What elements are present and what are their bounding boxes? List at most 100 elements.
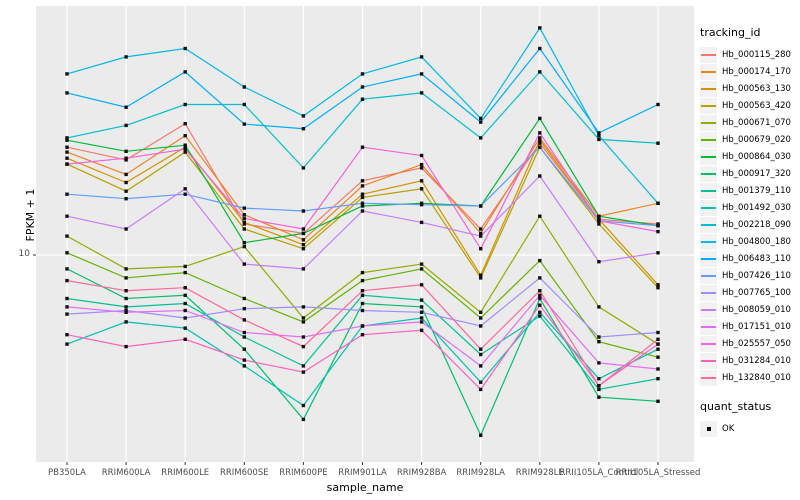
data-point-marker <box>479 433 483 437</box>
legend-key-line-icon <box>701 257 716 260</box>
legend-item-label: Hb_132840_010 <box>722 372 791 383</box>
legend-title: quant_status <box>700 400 772 413</box>
data-point-marker <box>183 316 187 320</box>
legend-item: Hb_000563_130 <box>700 80 800 97</box>
data-point-marker <box>597 219 601 223</box>
x-tick-label-RRIM600SE: RRIM600SE <box>219 468 269 478</box>
legend-quant-status: quant_status OK <box>700 400 800 437</box>
data-point-marker <box>124 296 128 301</box>
data-point-marker <box>124 105 128 109</box>
data-point-marker <box>479 316 483 320</box>
data-point-marker <box>124 289 128 293</box>
data-point-marker <box>360 289 365 293</box>
legend-key <box>700 199 717 216</box>
legend-key <box>700 318 717 335</box>
data-point-marker <box>183 308 187 313</box>
legend-item-label: Hb_000671_070 <box>722 117 791 128</box>
data-point-marker <box>597 222 601 226</box>
data-point-marker <box>360 195 365 200</box>
legend-key <box>700 250 717 267</box>
data-point-marker <box>301 127 306 131</box>
x-tick-label-RRIM600PE: RRIM600PE <box>279 468 328 478</box>
data-point-marker <box>656 367 660 371</box>
data-point-marker <box>301 166 306 170</box>
data-point-marker <box>242 318 246 322</box>
data-point-marker <box>538 136 542 140</box>
data-point-marker <box>360 97 365 101</box>
legend-key-line-icon <box>701 172 716 175</box>
legend-title: tracking_id <box>700 26 761 39</box>
data-point-marker <box>183 192 187 196</box>
x-tick-label-RRIM928BA: RRIM928BA <box>396 468 447 478</box>
data-point-marker <box>597 137 601 142</box>
legend-key-line-icon <box>701 87 716 90</box>
data-point-marker <box>65 162 69 166</box>
data-point-marker <box>360 179 365 183</box>
legend-item-label: OK <box>722 423 735 434</box>
legend-item-label: Hb_004800_180 <box>722 236 791 247</box>
data-point-marker <box>301 238 306 242</box>
legend-item: Hb_007426_110 <box>700 267 800 284</box>
data-point-marker <box>656 377 660 381</box>
legend-key-line-icon <box>701 223 716 226</box>
data-point-marker <box>419 203 424 207</box>
data-point-marker <box>65 138 69 142</box>
legend-key-line-icon <box>701 189 716 192</box>
legend-key-line-icon <box>701 325 716 328</box>
data-point-marker <box>656 342 660 346</box>
legend-key-line-icon <box>701 376 716 379</box>
data-point-marker <box>242 307 246 311</box>
legend-key-line-icon <box>701 53 716 56</box>
data-point-marker <box>242 330 246 335</box>
data-point-marker <box>656 330 660 335</box>
data-point-marker <box>301 231 306 236</box>
data-point-marker <box>538 310 542 314</box>
data-point-marker <box>301 227 306 231</box>
data-point-marker <box>242 241 246 245</box>
legend-key <box>700 335 717 352</box>
data-point-marker <box>124 320 128 324</box>
data-point-marker <box>656 355 660 359</box>
data-point-marker <box>65 156 69 160</box>
data-point-marker <box>360 145 365 149</box>
data-point-marker <box>419 283 424 287</box>
data-point-marker <box>656 224 660 228</box>
legend-item: Hb_000174_170 <box>700 63 800 80</box>
x-tick-label-RRIM600LE: RRIM600LE <box>161 468 210 478</box>
data-point-marker <box>65 192 69 196</box>
data-point-marker <box>242 206 246 210</box>
data-point-marker <box>183 326 187 330</box>
data-point-marker <box>301 316 306 320</box>
data-point-marker <box>183 122 187 126</box>
data-point-marker <box>419 320 424 324</box>
data-point-marker <box>597 214 601 218</box>
data-point-marker <box>597 361 601 365</box>
data-point-marker <box>242 216 246 221</box>
data-point-marker <box>360 201 365 205</box>
data-point-marker <box>183 270 187 275</box>
legend-item: Hb_002218_090 <box>700 216 800 233</box>
data-point-marker <box>183 187 187 191</box>
data-point-marker <box>124 227 128 231</box>
data-point-marker <box>419 91 424 95</box>
data-point-marker <box>419 328 424 332</box>
data-point-marker <box>656 201 660 205</box>
data-point-marker <box>183 150 187 154</box>
data-point-marker <box>538 289 542 293</box>
legend-item-label: Hb_007426_110 <box>722 270 791 281</box>
data-point-marker <box>242 347 246 351</box>
data-point-marker <box>597 387 601 392</box>
legend-key-line-icon <box>701 70 716 73</box>
data-point-marker <box>242 227 246 231</box>
data-point-marker <box>538 138 542 142</box>
data-point-marker <box>301 370 306 374</box>
legend-item: Hb_006483_110 <box>700 250 800 267</box>
data-point-marker <box>479 273 483 277</box>
data-point-marker <box>656 347 660 351</box>
data-point-marker <box>242 102 246 107</box>
data-point-marker <box>360 72 365 76</box>
legend-item-label: Hb_000115_280 <box>722 49 791 60</box>
data-point-marker <box>538 116 542 121</box>
data-point-marker <box>538 296 542 301</box>
data-point-marker <box>183 147 187 151</box>
